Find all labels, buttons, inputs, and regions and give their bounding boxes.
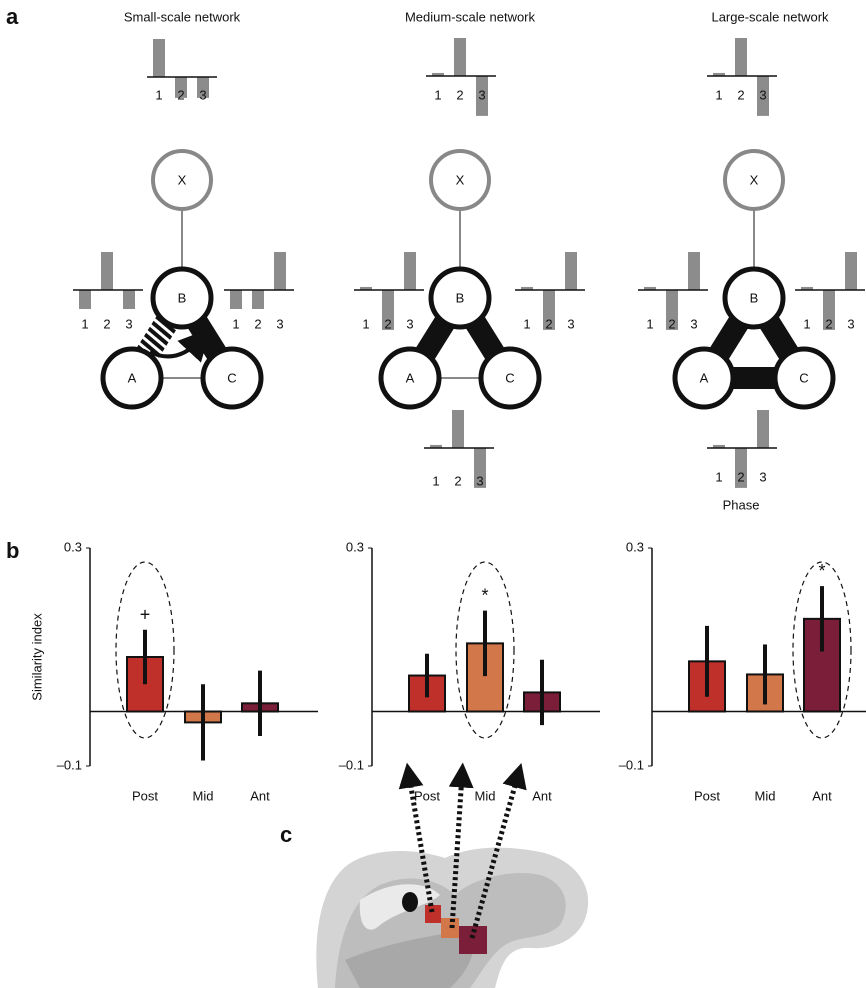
x-tick-label: 1: [715, 87, 722, 102]
mini-bar: [565, 252, 577, 290]
x-tick-label: 2: [737, 469, 744, 484]
x-tick-label: 3: [759, 87, 766, 102]
mini-bar: [688, 252, 700, 290]
mini-bar: [452, 410, 464, 448]
node-label: X: [178, 172, 187, 187]
network-title: Medium-scale network: [405, 9, 536, 24]
x-tick-label: Post: [132, 788, 158, 803]
mini-bar: [79, 290, 91, 309]
panel-label: a: [6, 4, 19, 29]
x-tick-label: 1: [232, 316, 239, 331]
mini-bar: [404, 252, 416, 290]
node-label: B: [178, 290, 187, 305]
y-tick-label: 0.3: [64, 539, 82, 554]
x-tick-label: 3: [690, 316, 697, 331]
x-tick-label: 2: [254, 316, 261, 331]
x-tick-label: Post: [694, 788, 720, 803]
x-tick-label: 3: [759, 469, 766, 484]
node-label: X: [456, 172, 465, 187]
node-label: C: [505, 370, 514, 385]
x-tick-label: 2: [103, 316, 110, 331]
x-tick-label: Mid: [193, 788, 214, 803]
mini-bar: [757, 410, 769, 448]
mini-bar: [845, 252, 857, 290]
network-title: Small-scale network: [124, 9, 241, 24]
x-tick-label: 1: [362, 316, 369, 331]
x-tick-label: 3: [406, 316, 413, 331]
x-tick-label: 1: [715, 469, 722, 484]
x-tick-label: 1: [81, 316, 88, 331]
page: a b c Small-scale network X B A C Medium-scal…: [0, 0, 866, 988]
mini-bar: [230, 290, 242, 309]
annotation: +: [140, 605, 151, 625]
x-tick-label: 2: [177, 87, 184, 102]
x-tick-label: 3: [567, 316, 574, 331]
x-tick-label: 1: [432, 473, 439, 488]
node-label: B: [750, 290, 759, 305]
x-tick-label: 3: [478, 87, 485, 102]
x-tick-label: 3: [125, 316, 132, 331]
annotation: *: [818, 561, 825, 581]
node-label: A: [700, 370, 709, 385]
node-label: A: [406, 370, 415, 385]
network-title: Large-scale network: [711, 9, 829, 24]
x-tick-label: Ant: [812, 788, 832, 803]
y-tick-label: –0.1: [339, 757, 364, 772]
y-tick-label: 0.3: [346, 539, 364, 554]
x-tick-label: Post: [414, 788, 440, 803]
x-tick-label: 2: [456, 87, 463, 102]
mini-bar: [101, 252, 113, 290]
x-tick-label: 3: [476, 473, 483, 488]
x-tick-label: 3: [276, 316, 283, 331]
node-label: C: [227, 370, 236, 385]
x-tick-label: 3: [847, 316, 854, 331]
x-tick-label: 1: [523, 316, 530, 331]
node-label: A: [128, 370, 137, 385]
x-tick-label: Mid: [475, 788, 496, 803]
node-label: C: [799, 370, 808, 385]
x-tick-label: 2: [545, 316, 552, 331]
x-tick-label: 1: [803, 316, 810, 331]
y-axis-label: Similarity index: [29, 613, 44, 701]
x-tick-label: 2: [454, 473, 461, 488]
mini-bar: [274, 252, 286, 290]
node-label: X: [750, 172, 759, 187]
panel-label: b: [6, 538, 19, 563]
annotation: *: [481, 585, 488, 605]
x-tick-label: Ant: [532, 788, 552, 803]
x-tick-label: 2: [825, 316, 832, 331]
x-tick-label: 1: [155, 87, 162, 102]
mini-bar: [252, 290, 264, 309]
mini-bar: [153, 39, 165, 77]
mini-bar: [454, 38, 466, 76]
x-tick-label: 2: [384, 316, 391, 331]
brain-image: [316, 775, 588, 988]
panel-label: c: [280, 822, 292, 847]
mini-bar: [735, 38, 747, 76]
x-tick-label: 2: [737, 87, 744, 102]
x-tick-label: 1: [434, 87, 441, 102]
y-tick-label: –0.1: [57, 757, 82, 772]
x-tick-label: 1: [646, 316, 653, 331]
y-tick-label: –0.1: [619, 757, 644, 772]
x-tick-label: Ant: [250, 788, 270, 803]
figure: a b c Small-scale network X B A C Medium-scal…: [0, 0, 866, 988]
x-tick-label: 2: [668, 316, 675, 331]
y-tick-label: 0.3: [626, 539, 644, 554]
axis-label: Phase: [723, 497, 760, 512]
x-tick-label: Mid: [755, 788, 776, 803]
mini-bar: [123, 290, 135, 309]
x-tick-label: 3: [199, 87, 206, 102]
node-label: B: [456, 290, 465, 305]
